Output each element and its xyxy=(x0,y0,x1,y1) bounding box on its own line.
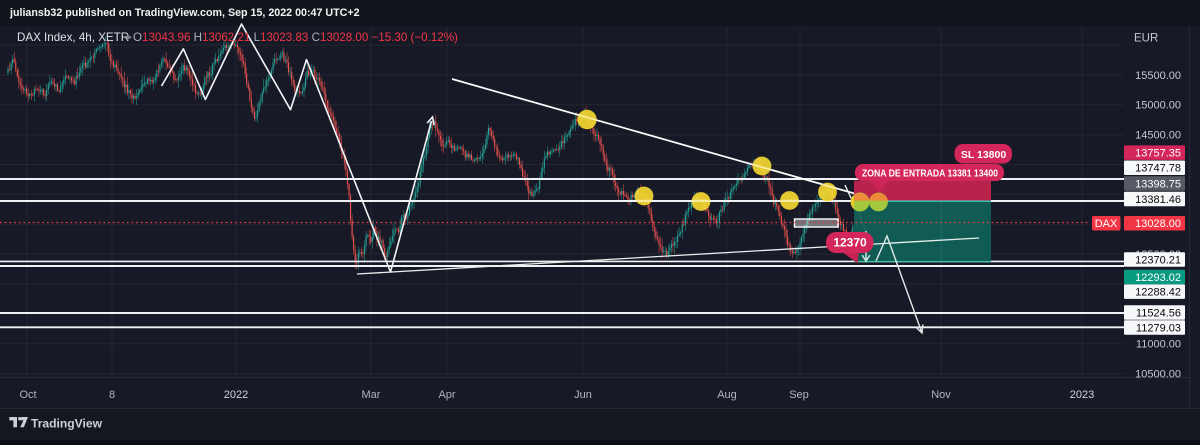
svg-text:15000.00: 15000.00 xyxy=(1135,100,1181,112)
svg-text:Aug: Aug xyxy=(717,389,737,401)
svg-text:SL 13800: SL 13800 xyxy=(961,149,1007,161)
svg-text:2023: 2023 xyxy=(1070,389,1094,401)
svg-text:13757.35: 13757.35 xyxy=(1135,147,1181,159)
svg-text:juliansb32 published on Tradin: juliansb32 published on TradingView.com,… xyxy=(9,7,360,19)
svg-text:Sep: Sep xyxy=(789,389,809,401)
svg-text:13028.00: 13028.00 xyxy=(1135,218,1181,230)
svg-text:Oct: Oct xyxy=(19,389,36,401)
svg-text:13747.78: 13747.78 xyxy=(1135,163,1181,175)
svg-text:8: 8 xyxy=(109,389,115,401)
svg-text:10500.00: 10500.00 xyxy=(1135,368,1181,380)
svg-text:14500.00: 14500.00 xyxy=(1135,130,1181,142)
svg-text:Nov: Nov xyxy=(931,389,951,401)
svg-text:13398.75: 13398.75 xyxy=(1135,178,1181,190)
svg-text:TradingView: TradingView xyxy=(31,416,103,430)
svg-text:Jun: Jun xyxy=(574,389,592,401)
svg-text:DAX Index, 4h, XETR: DAX Index, 4h, XETR xyxy=(17,31,129,44)
svg-text:O13043.96 H13062.21 L13023.83: O13043.96 H13062.21 L13023.83 C13028.00 … xyxy=(133,31,458,44)
svg-text:11279.03: 11279.03 xyxy=(1136,322,1181,334)
svg-text:15500.00: 15500.00 xyxy=(1135,70,1181,82)
svg-text:11524.56: 11524.56 xyxy=(1136,307,1181,319)
svg-text:12288.42: 12288.42 xyxy=(1135,286,1181,298)
svg-text:11000.00: 11000.00 xyxy=(1136,339,1181,351)
svg-text:13381.46: 13381.46 xyxy=(1135,194,1181,206)
svg-text:12370.21: 12370.21 xyxy=(1135,254,1181,266)
svg-text:ZONA DE ENTRADA 13381 13400: ZONA DE ENTRADA 13381 13400 xyxy=(862,168,998,180)
svg-text:2022: 2022 xyxy=(224,389,248,401)
svg-text:Apr: Apr xyxy=(438,389,455,401)
svg-text:12293.02: 12293.02 xyxy=(1135,272,1181,284)
svg-text:12370: 12370 xyxy=(833,236,867,250)
svg-text:Mar: Mar xyxy=(362,389,381,401)
svg-text:DAX: DAX xyxy=(1095,218,1118,230)
svg-text:EUR: EUR xyxy=(1134,33,1158,45)
